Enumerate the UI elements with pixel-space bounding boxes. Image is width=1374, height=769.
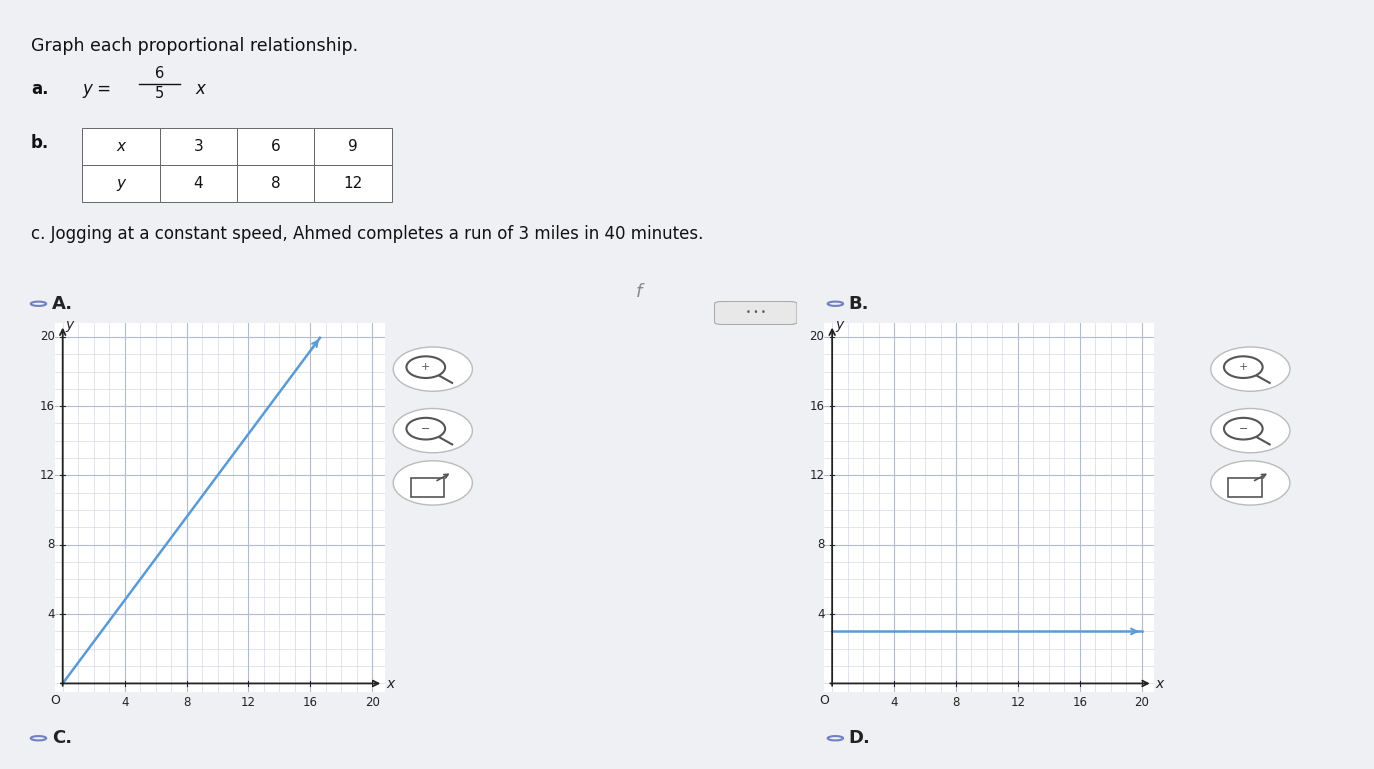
Text: 8: 8: [183, 696, 190, 708]
Circle shape: [393, 408, 473, 453]
Text: x: x: [117, 139, 125, 155]
Text: y: y: [117, 176, 125, 191]
Circle shape: [393, 461, 473, 505]
Text: 4: 4: [890, 696, 897, 708]
Text: x: x: [195, 80, 206, 98]
Text: 12: 12: [1010, 696, 1025, 708]
Text: y: y: [66, 318, 74, 331]
Circle shape: [393, 347, 473, 391]
Text: 16: 16: [809, 400, 824, 413]
Text: • • •: • • •: [746, 308, 765, 318]
Text: 20: 20: [1135, 696, 1149, 708]
Text: D.: D.: [849, 729, 871, 747]
Text: O: O: [49, 694, 60, 707]
Text: x: x: [386, 677, 394, 691]
Text: O: O: [819, 694, 830, 707]
Text: B.: B.: [849, 295, 870, 313]
Text: 16: 16: [1072, 696, 1087, 708]
Text: 20: 20: [365, 696, 379, 708]
FancyBboxPatch shape: [236, 165, 315, 202]
Text: 6: 6: [155, 66, 165, 81]
Text: A.: A.: [52, 295, 73, 313]
Text: +: +: [1238, 362, 1248, 372]
FancyBboxPatch shape: [82, 128, 159, 165]
FancyBboxPatch shape: [315, 128, 392, 165]
Text: y: y: [835, 318, 844, 331]
Text: 12: 12: [240, 696, 256, 708]
Text: −: −: [420, 424, 430, 434]
Text: 8: 8: [271, 176, 280, 191]
Text: 8: 8: [952, 696, 959, 708]
Text: 3: 3: [194, 139, 203, 155]
FancyBboxPatch shape: [159, 128, 236, 165]
Text: 4: 4: [194, 176, 203, 191]
Text: c. Jogging at a constant speed, Ahmed completes a run of 3 miles in 40 minutes.: c. Jogging at a constant speed, Ahmed co…: [30, 225, 703, 243]
Text: 12: 12: [809, 469, 824, 482]
Text: 16: 16: [302, 696, 317, 708]
Text: 20: 20: [40, 331, 55, 343]
Text: +: +: [420, 362, 430, 372]
Text: 16: 16: [40, 400, 55, 413]
Text: 6: 6: [271, 139, 280, 155]
Text: −: −: [1238, 424, 1248, 434]
Circle shape: [1210, 347, 1290, 391]
Text: 5: 5: [155, 85, 165, 101]
FancyBboxPatch shape: [159, 165, 236, 202]
Text: 4: 4: [48, 608, 55, 621]
Text: 12: 12: [344, 176, 363, 191]
Text: f: f: [636, 283, 642, 301]
Circle shape: [1210, 461, 1290, 505]
Text: Graph each proportional relationship.: Graph each proportional relationship.: [30, 37, 359, 55]
Text: 8: 8: [818, 538, 824, 551]
FancyBboxPatch shape: [236, 128, 315, 165]
Text: 4: 4: [121, 696, 128, 708]
FancyBboxPatch shape: [315, 165, 392, 202]
Text: x: x: [1156, 677, 1164, 691]
Text: 20: 20: [809, 331, 824, 343]
FancyBboxPatch shape: [714, 301, 797, 325]
Text: b.: b.: [30, 134, 49, 152]
Text: 8: 8: [48, 538, 55, 551]
FancyBboxPatch shape: [82, 165, 159, 202]
Text: 4: 4: [818, 608, 824, 621]
Text: 12: 12: [40, 469, 55, 482]
Text: 9: 9: [348, 139, 357, 155]
Text: a.: a.: [30, 80, 48, 98]
Text: y =: y =: [82, 80, 111, 98]
Circle shape: [1210, 408, 1290, 453]
Text: C.: C.: [52, 729, 71, 747]
